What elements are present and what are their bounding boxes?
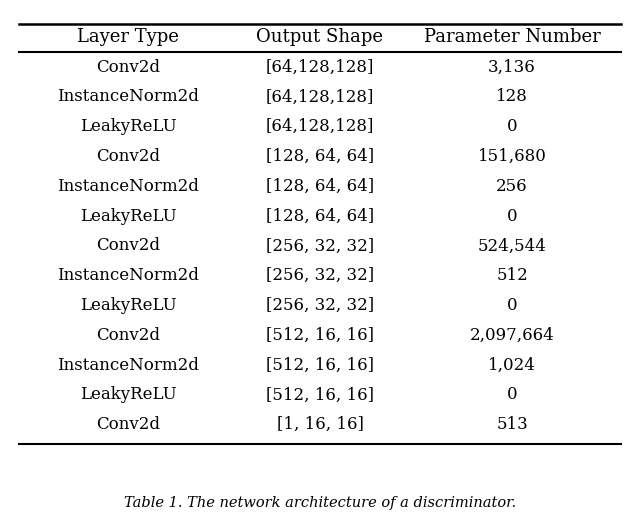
Text: 151,680: 151,680	[477, 148, 547, 165]
Text: LeakyReLU: LeakyReLU	[80, 208, 176, 225]
Text: [512, 16, 16]: [512, 16, 16]	[266, 327, 374, 344]
Text: Output Shape: Output Shape	[257, 28, 383, 46]
Text: 0: 0	[507, 118, 517, 135]
Text: [128, 64, 64]: [128, 64, 64]	[266, 178, 374, 195]
Text: [512, 16, 16]: [512, 16, 16]	[266, 386, 374, 404]
Text: 0: 0	[507, 297, 517, 314]
Text: Table 1. The network architecture of a discriminator.: Table 1. The network architecture of a d…	[124, 496, 516, 510]
Text: [256, 32, 32]: [256, 32, 32]	[266, 237, 374, 255]
Text: InstanceNorm2d: InstanceNorm2d	[57, 357, 199, 374]
Text: [64,128,128]: [64,128,128]	[266, 118, 374, 135]
Text: 513: 513	[496, 416, 528, 434]
Text: 256: 256	[496, 178, 528, 195]
Text: 0: 0	[507, 208, 517, 225]
Text: LeakyReLU: LeakyReLU	[80, 297, 176, 314]
Text: Parameter Number: Parameter Number	[424, 28, 600, 46]
Text: [1, 16, 16]: [1, 16, 16]	[276, 416, 364, 434]
Text: [128, 64, 64]: [128, 64, 64]	[266, 148, 374, 165]
Text: LeakyReLU: LeakyReLU	[80, 118, 176, 135]
Text: [256, 32, 32]: [256, 32, 32]	[266, 267, 374, 285]
Text: Conv2d: Conv2d	[96, 237, 160, 255]
Text: InstanceNorm2d: InstanceNorm2d	[57, 178, 199, 195]
Text: Layer Type: Layer Type	[77, 28, 179, 46]
Text: [128, 64, 64]: [128, 64, 64]	[266, 208, 374, 225]
Text: [512, 16, 16]: [512, 16, 16]	[266, 357, 374, 374]
Text: 2,097,664: 2,097,664	[470, 327, 554, 344]
Text: Conv2d: Conv2d	[96, 59, 160, 76]
Text: [64,128,128]: [64,128,128]	[266, 59, 374, 76]
Text: InstanceNorm2d: InstanceNorm2d	[57, 88, 199, 106]
Text: 0: 0	[507, 386, 517, 404]
Text: Conv2d: Conv2d	[96, 327, 160, 344]
Text: 3,136: 3,136	[488, 59, 536, 76]
Text: Conv2d: Conv2d	[96, 148, 160, 165]
Text: LeakyReLU: LeakyReLU	[80, 386, 176, 404]
Text: InstanceNorm2d: InstanceNorm2d	[57, 267, 199, 285]
Text: 1,024: 1,024	[488, 357, 536, 374]
Text: [64,128,128]: [64,128,128]	[266, 88, 374, 106]
Text: 524,544: 524,544	[477, 237, 547, 255]
Text: 128: 128	[496, 88, 528, 106]
Text: [256, 32, 32]: [256, 32, 32]	[266, 297, 374, 314]
Text: 512: 512	[496, 267, 528, 285]
Text: Conv2d: Conv2d	[96, 416, 160, 434]
